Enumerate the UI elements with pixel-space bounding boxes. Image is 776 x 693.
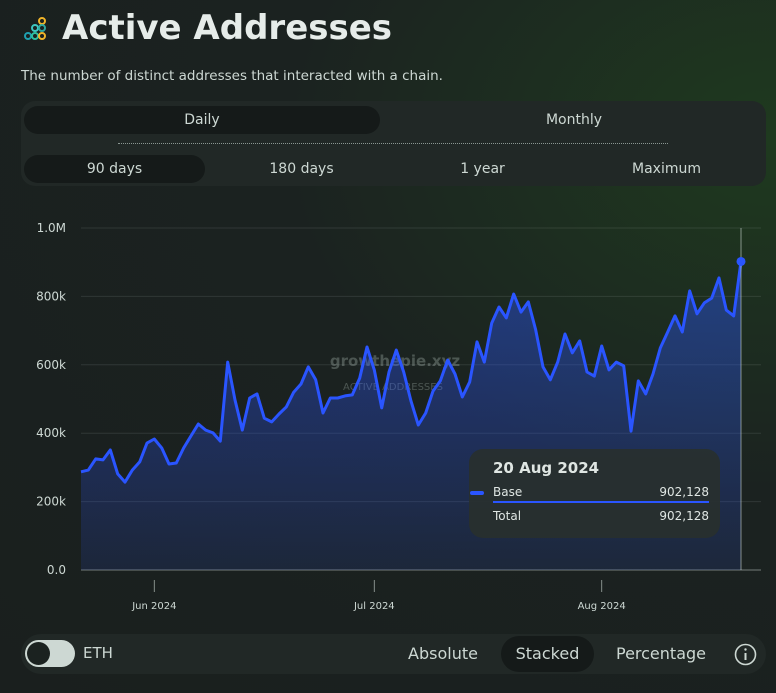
granularity-button[interactable]: Monthly <box>545 112 603 128</box>
line <box>80 261 743 484</box>
x-tick-label: Jul 2024 <box>353 601 395 612</box>
title: Active Addresses <box>62 8 393 48</box>
tooltip-value: 902,128 <box>659 485 709 499</box>
tooltip-bar <box>493 501 709 503</box>
toggle-label: ETH <box>83 644 113 662</box>
mode-button[interactable]: Absolute <box>408 644 478 663</box>
legend-marker <box>470 491 484 495</box>
range-button[interactable]: Maximum <box>632 161 701 177</box>
y-tick-label: 600k <box>36 358 66 372</box>
tooltip-date: 20 Aug 2024 <box>493 459 600 477</box>
bottom-bar: ETH Absolute Stacked Percentage <box>21 634 766 674</box>
x-tick-label: Aug 2024 <box>578 601 626 612</box>
tooltip-value: 902,128 <box>659 509 709 523</box>
granularity-button[interactable]: Daily <box>24 106 380 134</box>
logo <box>24 17 46 40</box>
x-tick-label: Jun 2024 <box>131 601 176 612</box>
toggle[interactable] <box>25 640 75 667</box>
chart: growthepie.xyz ACTIVE ADDRESSES 0.0200k4… <box>36 221 761 612</box>
y-tick-label: 800k <box>36 289 66 303</box>
y-tick-label: 400k <box>36 426 66 440</box>
range-button[interactable]: 90 days <box>24 155 205 183</box>
range-button[interactable]: 180 days <box>269 161 334 177</box>
y-tick-label: 1.0M <box>37 221 66 235</box>
tooltip: 20 Aug 2024 Base 902,128 Total 902,128 <box>469 449 720 538</box>
mode-button[interactable]: Stacked <box>501 636 594 672</box>
tooltip-name: Base <box>493 485 523 499</box>
y-tick-label: 0.0 <box>47 563 66 577</box>
divider <box>118 143 668 144</box>
mode-button[interactable]: Percentage <box>615 644 706 663</box>
subtitle: The number of distinct addresses that in… <box>21 68 443 84</box>
y-tick-label: 200k <box>36 495 66 509</box>
info-icon[interactable] <box>734 643 757 666</box>
cursor-dot <box>736 256 746 266</box>
range-button[interactable]: 1 year <box>460 161 505 177</box>
tooltip-name: Total <box>493 509 522 523</box>
